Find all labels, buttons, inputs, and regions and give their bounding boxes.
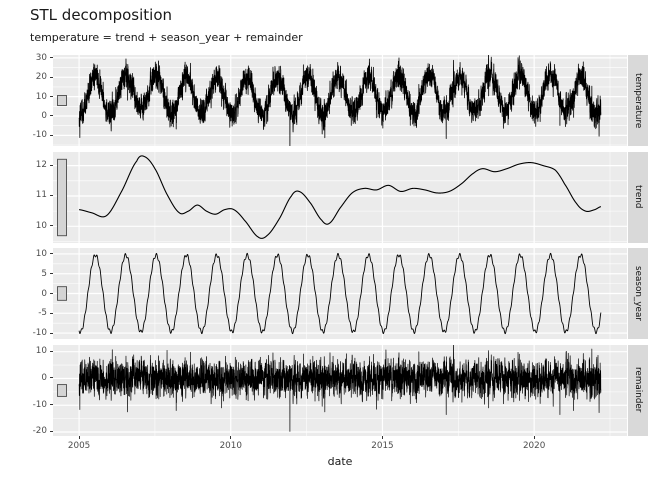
y-tick-mark	[49, 76, 53, 78]
x-tick-label: 2015	[371, 440, 394, 451]
y-tick-mark	[49, 312, 53, 314]
facet-label: season_year	[633, 266, 643, 321]
y-tick-label: -20	[32, 426, 47, 437]
y-tick-mark	[49, 332, 53, 334]
y-tick-label: -10	[32, 328, 47, 339]
y-tick-label: 11	[35, 190, 47, 201]
x-tick-mark	[533, 435, 535, 439]
panel-canvas-temperature	[53, 55, 627, 146]
panel-canvas-remainder	[53, 344, 627, 436]
y-tick-label: -10	[32, 399, 47, 410]
y-tick-mark	[49, 273, 53, 275]
x-tick-label: 2020	[522, 440, 546, 451]
facet-label: trend	[633, 185, 643, 209]
y-tick-label: 10	[35, 91, 47, 102]
facet-label: remainder	[633, 367, 643, 413]
y-tick-mark	[49, 96, 53, 98]
y-tick-mark	[49, 134, 53, 136]
y-tick-mark	[49, 225, 53, 227]
y-tick-label: -5	[38, 308, 47, 319]
facet-strip-remainder: remainder	[628, 344, 648, 436]
y-tick-label: 5	[41, 268, 47, 279]
facet-label: temperature	[633, 72, 643, 129]
y-tick-label: 10	[35, 248, 47, 259]
y-tick-mark	[49, 404, 53, 406]
facet-strip-temperature: temperature	[628, 55, 648, 146]
y-tick-mark	[49, 164, 53, 166]
y-tick-mark	[49, 253, 53, 255]
x-tick-mark	[78, 435, 80, 439]
y-tick-mark	[49, 115, 53, 117]
y-tick-label: 10	[35, 346, 47, 357]
y-tick-label: 12	[35, 160, 47, 171]
y-tick-label: 0	[41, 288, 47, 299]
y-tick-mark	[49, 57, 53, 59]
y-tick-mark	[49, 194, 53, 196]
y-tick-label: 30	[35, 52, 47, 63]
facet-strip-season_year: season_year	[628, 248, 648, 339]
chart-title: STL decomposition	[30, 6, 173, 24]
panel-canvas-season_year	[53, 248, 627, 339]
x-tick-mark	[230, 435, 232, 439]
chart-subtitle: temperature = trend + season_year + rema…	[30, 31, 303, 44]
y-tick-label: 10	[35, 220, 47, 231]
x-tick-label: 2005	[67, 440, 91, 451]
y-tick-label: 20	[35, 72, 47, 83]
y-tick-label: 0	[41, 372, 47, 383]
y-tick-label: 0	[41, 110, 47, 121]
facet-strip-trend: trend	[628, 151, 648, 243]
y-tick-mark	[49, 430, 53, 432]
x-tick-mark	[381, 435, 383, 439]
y-tick-label: -10	[32, 130, 47, 141]
panel-canvas-trend	[53, 151, 627, 243]
y-tick-mark	[49, 293, 53, 294]
x-axis-title: date	[327, 455, 353, 468]
y-tick-mark	[49, 350, 53, 352]
y-tick-mark	[49, 377, 53, 379]
x-tick-label: 2010	[219, 440, 242, 451]
